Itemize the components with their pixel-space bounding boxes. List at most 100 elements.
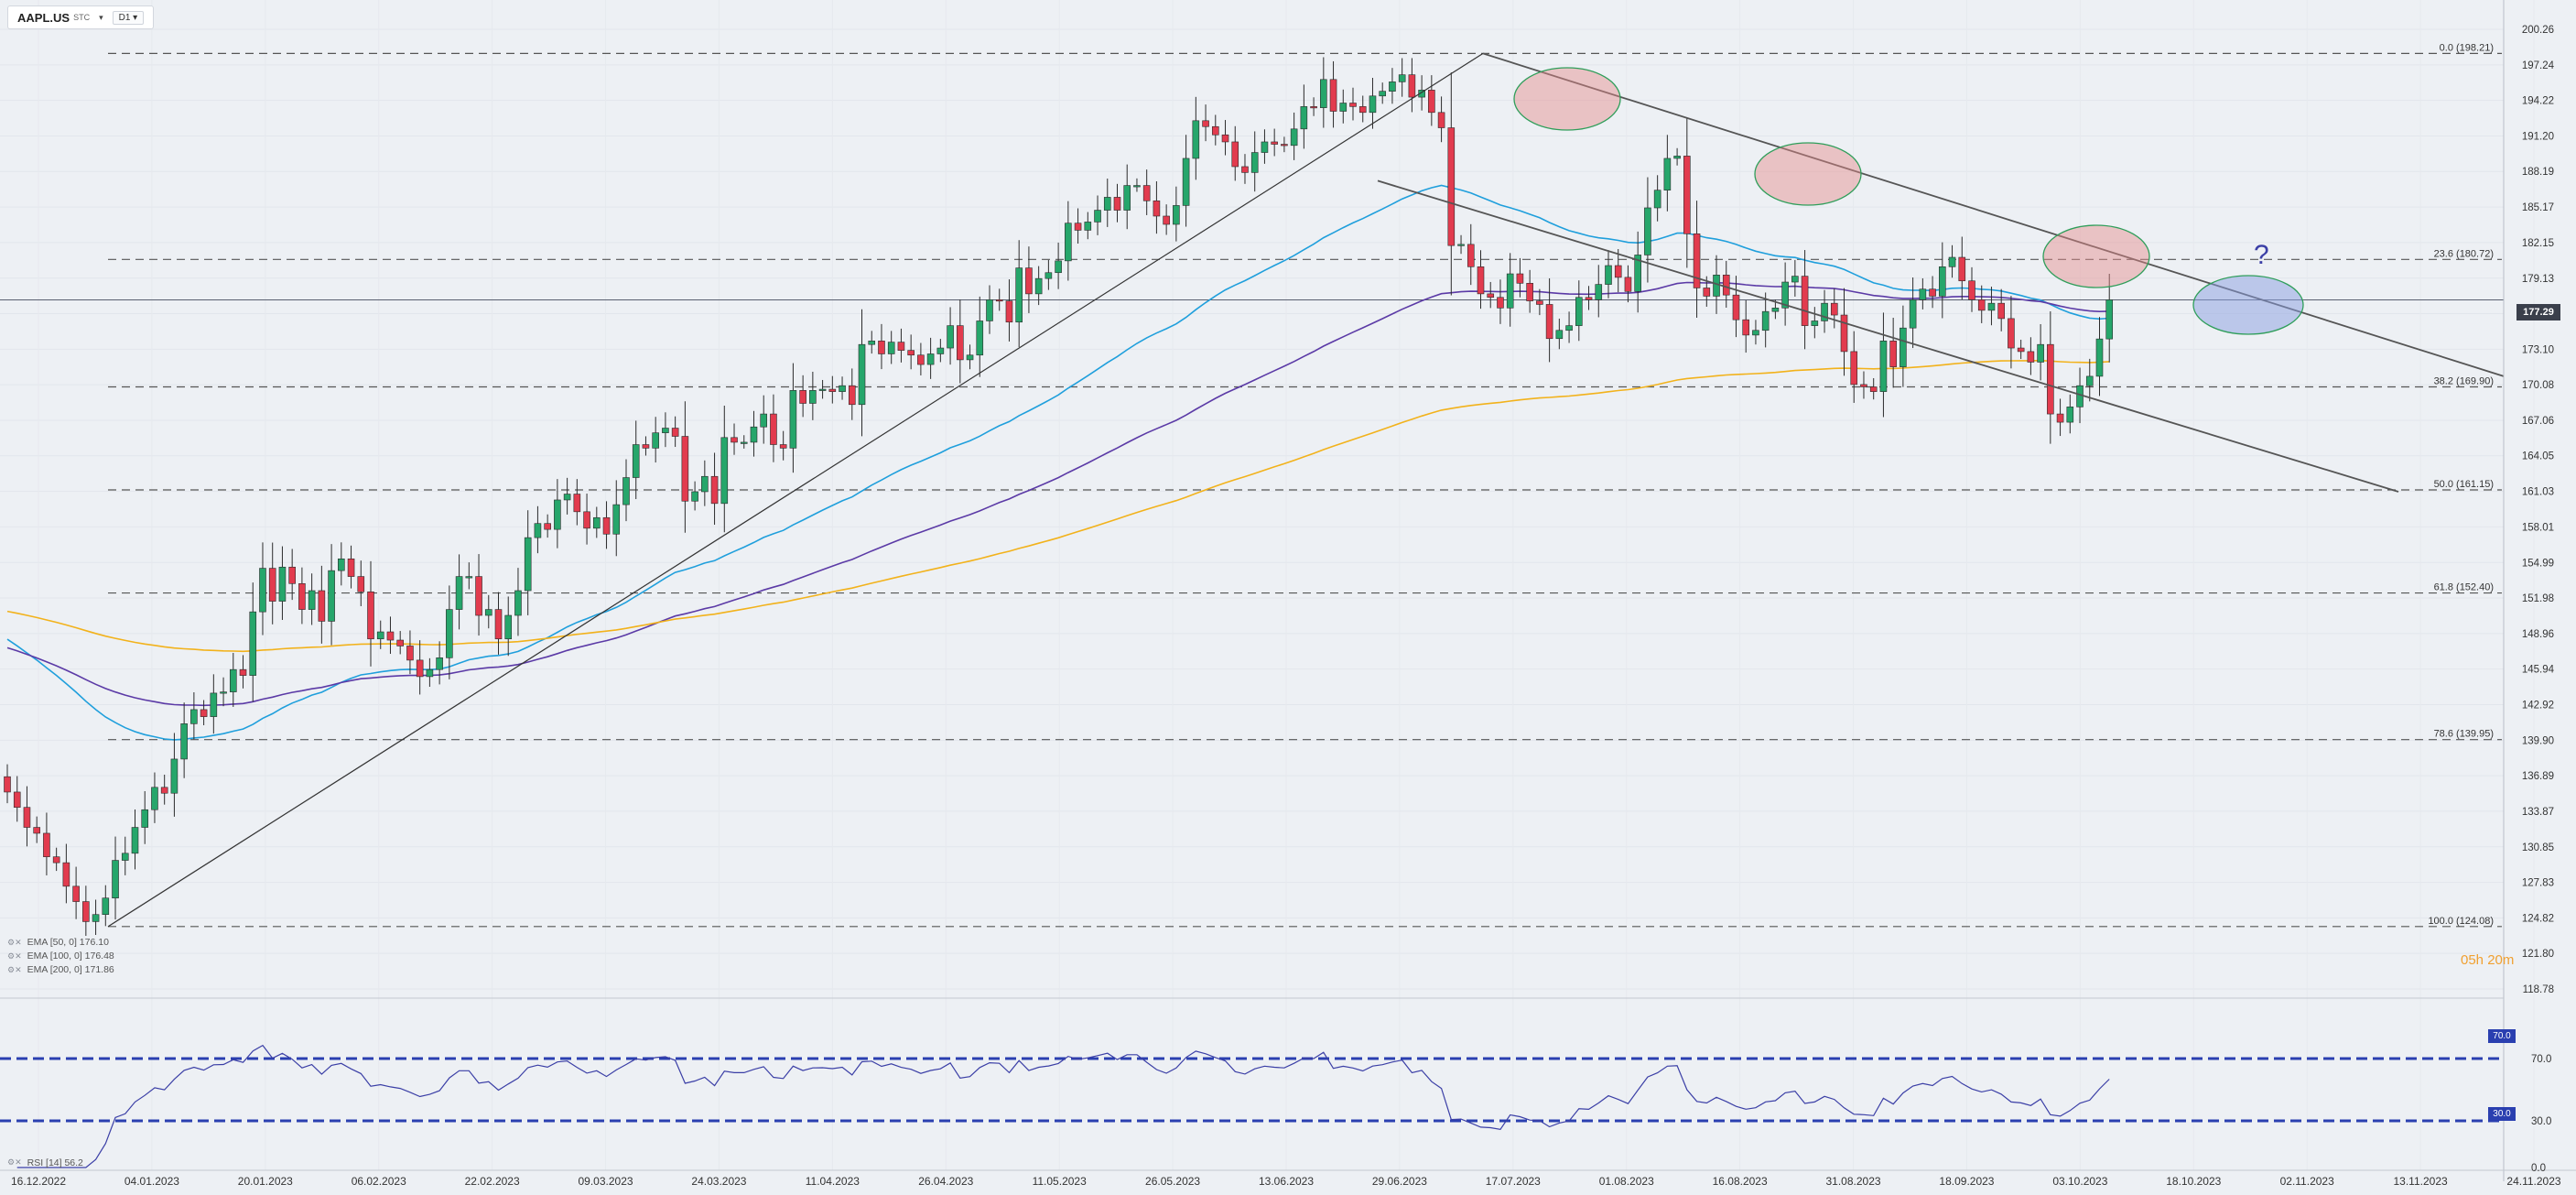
rsi-legend-label: RSI [14] 56.2 — [27, 1157, 83, 1168]
bull-candle — [131, 827, 139, 854]
symbol-label[interactable]: AAPL.US — [17, 10, 70, 25]
bull-candle — [1457, 244, 1465, 246]
bull-candle — [1663, 158, 1672, 190]
bull-candle — [190, 709, 198, 724]
bull-candle — [887, 342, 895, 354]
downtrend-lower-line — [1377, 179, 2399, 493]
bull-candle — [1182, 158, 1190, 206]
price-tick-label: 194.22 — [2522, 96, 2554, 107]
bear-candle — [2056, 413, 2064, 423]
bull-candle — [839, 385, 846, 392]
bull-candle — [662, 428, 669, 433]
bear-candle — [544, 523, 551, 530]
settings-icon[interactable]: ⚙✕ — [7, 951, 22, 961]
bull-candle — [121, 853, 129, 861]
time-axis: 16.12.2022 04.01.2023 20.01.2023 06.02.2023… — [0, 1169, 2576, 1188]
bull-candle — [534, 523, 542, 538]
fib-level-label: 23.6 (180.72) — [2434, 248, 2494, 259]
fib-level-label: 38.2 (169.90) — [2434, 375, 2494, 386]
bear-candle — [160, 787, 168, 794]
bear-candle — [72, 885, 80, 902]
chevron-down-icon[interactable]: ▾ — [99, 12, 103, 22]
bear-candle — [671, 428, 679, 437]
settings-icon[interactable]: ⚙✕ — [7, 1157, 22, 1167]
price-tick-label: 170.08 — [2522, 380, 2554, 391]
indicator-legend: ⚙✕ EMA [50, 0] 176.10 ⚙✕ EMA [100, 0] 176.… — [7, 936, 114, 977]
time-tick-label: 24.11.2023 — [2506, 1175, 2560, 1188]
bear-candle — [1614, 265, 1622, 278]
bear-candle — [494, 609, 503, 640]
price-tick-label: 173.10 — [2522, 344, 2554, 355]
bull-candle — [966, 354, 974, 361]
time-tick-label: 31.08.2023 — [1826, 1175, 1881, 1188]
bull-candle — [740, 441, 748, 444]
bull-candle — [1418, 90, 1425, 98]
bull-candle — [1673, 156, 1681, 159]
bear-candle — [1997, 302, 2005, 320]
time-tick-label: 20.01.2023 — [238, 1175, 293, 1188]
exchange-label: STC — [73, 13, 91, 22]
bull-candle — [563, 494, 571, 501]
bear-candle — [43, 832, 50, 857]
bull-candle — [701, 475, 709, 493]
bear-candle — [731, 437, 738, 443]
highlight-ellipses — [1513, 67, 2304, 335]
bear-candle — [288, 566, 296, 584]
price-tick-label: 191.20 — [2522, 132, 2554, 143]
time-tick-label: 22.02.2023 — [465, 1175, 520, 1188]
rsi-tick-label: 70.0 — [2531, 1054, 2551, 1065]
bull-candle — [180, 723, 188, 760]
bull-candle — [1653, 190, 1661, 209]
legend-ema200[interactable]: ⚙✕ EMA [200, 0] 171.86 — [7, 963, 114, 977]
symbol-toolbar[interactable]: AAPL.US STC ▾ D1 ▾ — [7, 5, 155, 29]
trendline-drawings[interactable] — [107, 52, 2505, 928]
bull-candle — [1044, 272, 1053, 279]
bull-candle — [514, 590, 522, 616]
bear-candle — [1683, 156, 1691, 234]
legend-ema50[interactable]: ⚙✕ EMA [50, 0] 176.10 — [7, 936, 114, 950]
rsi-legend[interactable]: ⚙✕ RSI [14] 56.2 — [7, 1157, 83, 1168]
bull-candle — [1771, 308, 1780, 312]
uptrend-line — [107, 52, 1484, 928]
timeframe-select[interactable]: D1 ▾ — [112, 10, 145, 25]
bear-candle — [1329, 79, 1337, 112]
settings-icon[interactable]: ⚙✕ — [7, 965, 22, 974]
settings-icon[interactable]: ⚙✕ — [7, 938, 22, 947]
legend-ema100[interactable]: ⚙✕ EMA [100, 0] 176.48 — [7, 950, 114, 963]
bull-candle — [484, 609, 492, 616]
bull-candle — [1939, 266, 1946, 297]
time-tick-label: 01.08.2023 — [1599, 1175, 1654, 1188]
bear-candle — [878, 341, 885, 354]
bear-candle — [1211, 125, 1219, 136]
time-tick-label: 03.10.2023 — [2052, 1175, 2107, 1188]
bear-candle — [1929, 288, 1936, 297]
bull-candle — [1094, 210, 1101, 223]
bear-candle — [200, 709, 208, 717]
price-tick-label: 130.85 — [2522, 842, 2554, 853]
price-tick-label: 118.78 — [2523, 984, 2554, 995]
bear-candle — [1889, 341, 1897, 367]
bull-candle — [338, 558, 345, 571]
bull-candle — [1192, 120, 1200, 159]
bull-candle — [1900, 327, 1907, 367]
bull-candle — [1644, 207, 1651, 255]
bull-candle — [926, 353, 935, 365]
bull-candle — [446, 609, 453, 658]
bear-candle — [1447, 127, 1456, 246]
price-tick-label: 182.15 — [2522, 238, 2554, 249]
bear-candle — [82, 901, 90, 922]
bull-candle — [1389, 81, 1396, 92]
bear-candle — [1801, 276, 1809, 326]
bull-candle — [2076, 385, 2084, 407]
bull-candle — [2095, 338, 2104, 377]
bull-candle — [1713, 275, 1720, 297]
bull-candle — [1565, 325, 1573, 331]
bull-candle — [1398, 74, 1406, 82]
bear-candle — [1271, 141, 1278, 145]
bull-candle — [2066, 407, 2074, 423]
bear-candle — [1830, 302, 1838, 316]
bear-candle — [957, 325, 964, 361]
bear-candle — [23, 807, 31, 828]
rsi-panel: 0.0 70.0 30.0 — [0, 997, 2551, 1174]
